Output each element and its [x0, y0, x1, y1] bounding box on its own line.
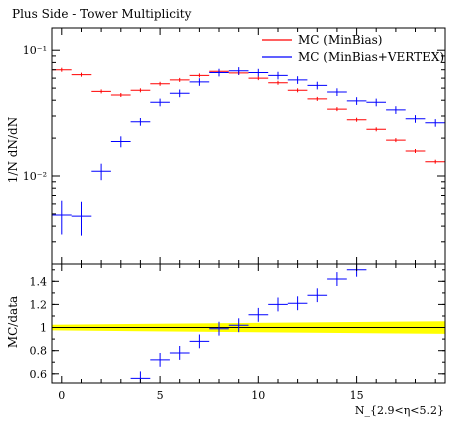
data-point [366, 98, 386, 107]
ratio-data-point [228, 318, 249, 333]
data-point [405, 115, 426, 123]
data-point [366, 127, 386, 132]
ratio-data-point [268, 297, 288, 312]
x-tick-label: 5 [157, 389, 164, 402]
data-point [130, 118, 151, 126]
ratio-y-tick-label: 0.8 [30, 345, 48, 358]
ratio-data-point [150, 353, 170, 367]
legend-label: MC (MinBias+VERTEX) [298, 50, 444, 64]
data-point [209, 68, 229, 77]
data-point [268, 80, 288, 85]
data-point [287, 88, 308, 93]
data-point [405, 149, 426, 153]
data-point [71, 201, 92, 236]
data-point [307, 96, 328, 101]
ratio-data-point [169, 346, 190, 360]
ratio-data-point [327, 272, 347, 286]
data-point [91, 163, 111, 181]
legend: MC (MinBias) MC (MinBias+VERTEX) [262, 33, 444, 64]
x-tick-label: 15 [350, 389, 364, 402]
ratio-series-minbias-vertex [130, 264, 367, 383]
data-point [425, 119, 445, 127]
ratio-y-tick-label: 1.4 [30, 275, 48, 288]
main-panel: 10⁻²10⁻¹ 1/N dN/dN MC (MinBias)MC (MinBi… [6, 27, 446, 265]
data-point [248, 68, 269, 77]
ratio-y-tick-label: 0.6 [30, 368, 48, 381]
ratio-y-tick-label: 1.2 [30, 298, 48, 311]
data-point [248, 76, 269, 81]
series-minbias-vertex [52, 67, 445, 236]
data-point [425, 159, 445, 164]
data-point [169, 89, 190, 98]
data-point [150, 81, 170, 86]
x-axis-label: N_{2.9<η<5.2} [355, 404, 444, 417]
data-point [91, 89, 111, 94]
data-point [228, 67, 249, 75]
data-point [386, 138, 406, 143]
ratio-series-layer [130, 264, 367, 383]
data-point [327, 88, 347, 96]
data-point [346, 97, 367, 105]
data-point [169, 77, 190, 82]
ratio-data-point [189, 334, 210, 349]
ratio-frame [51, 263, 446, 384]
main-y-axis-label: 1/N dN/dN [6, 117, 20, 183]
data-point [287, 76, 308, 84]
ratio-data-point [307, 288, 328, 303]
data-point [52, 200, 72, 235]
ratio-panel: 0.6 0.8 1 1.2 1.4 0 5 10 15 MC/data N_{2.9<η<5.2… [6, 263, 446, 417]
main-axes: 10⁻² 10⁻¹ [23, 28, 445, 264]
data-point [71, 72, 92, 77]
data-point [307, 81, 328, 90]
ratio-y-axis-label: MC/data [6, 296, 20, 348]
data-point [130, 88, 151, 93]
series-minbias [52, 67, 445, 164]
ratio-y-tick-label: 1 [40, 322, 47, 335]
data-point [110, 93, 131, 97]
x-tick-label: 0 [58, 389, 65, 402]
data-point [268, 71, 288, 80]
ratio-data-point [248, 307, 269, 322]
ratio-axes: 0.6 0.8 1 1.2 1.4 0 5 10 15 [30, 264, 445, 402]
chart-title: Plus Side - Tower Multiplicity [12, 7, 192, 21]
data-point [386, 106, 406, 114]
x-tick-label: 10 [251, 389, 265, 402]
main-series-layer [52, 67, 445, 236]
data-point [110, 136, 131, 148]
data-point [346, 117, 367, 122]
data-point [327, 107, 347, 112]
ratio-band-layer [52, 321, 445, 334]
data-point [189, 73, 210, 78]
legend-label: MC (MinBias) [298, 33, 382, 47]
main-y-tick-label: 10⁻² [23, 170, 47, 183]
main-y-tick-label: 10⁻¹ [23, 44, 47, 57]
ratio-data-point [209, 321, 229, 336]
data-point [150, 98, 170, 107]
data-point [189, 78, 210, 86]
ratio-data-point [287, 296, 308, 311]
